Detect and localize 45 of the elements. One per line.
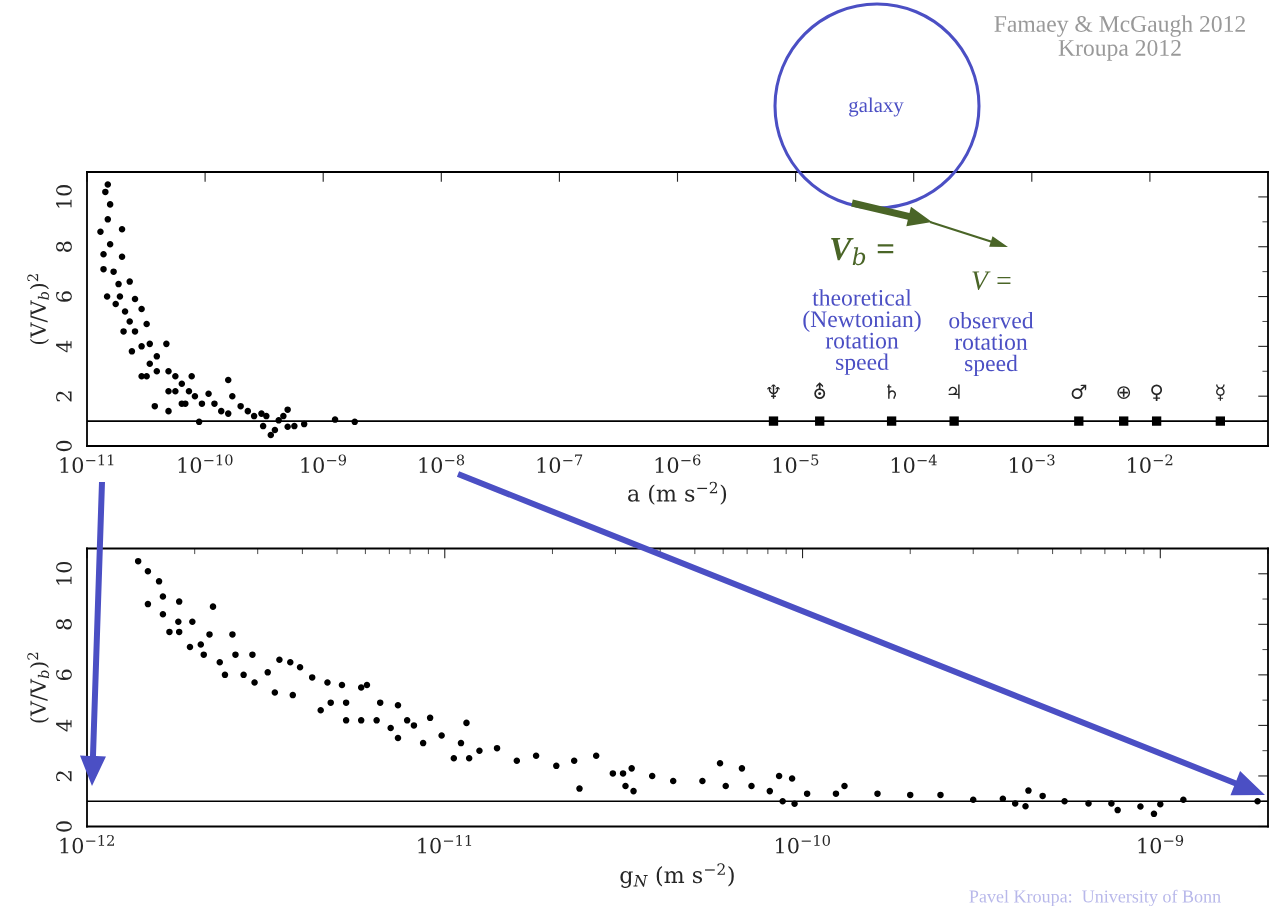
text: Famaey & McGaugh 2012 Kroupa 2012	[994, 15, 1245, 61]
x-tick-label: 10$^{−6}$	[655, 454, 701, 474]
x-tick-label: 10$^{−9}$	[301, 454, 347, 474]
x-tick-label: 10$^{−8}$	[419, 454, 465, 474]
x-tick-label: 10$^{−11}$	[418, 834, 472, 854]
x-tick-label: 10$^{−12}$	[60, 834, 114, 854]
annotation: theoretical (Newtonian) rotation speed	[803, 289, 921, 375]
y-tick-label: 6	[56, 291, 72, 302]
annotation: ♃	[948, 384, 960, 399]
annotation: ⛢	[814, 382, 826, 399]
x-tick-label: 10$^{−4}$	[891, 454, 937, 474]
x-tick-label: 10$^{−3}$	[1009, 454, 1055, 474]
y-tick-label: 10	[56, 561, 72, 585]
x-axis-title: g$_{N}$ (m s$^{−2}$)	[620, 863, 734, 888]
y-tick-label: 10	[56, 185, 72, 208]
y-tick-label: 0	[56, 821, 72, 832]
y-tick-label: 4	[56, 719, 72, 732]
x-tick-label: 10$^{−10}$	[776, 834, 830, 854]
x-axis-title: a (m s$^{−2}$)	[628, 481, 727, 505]
y-tick-label: 0	[56, 440, 72, 452]
y-tick-label: 8	[56, 619, 72, 630]
annotation: ☿	[1216, 384, 1225, 401]
text: galaxy	[849, 97, 904, 117]
y-axis-title: (V/V$_{b}$)$^{2}$	[27, 274, 50, 345]
y-tick-label: 4	[56, 340, 72, 353]
x-tick-label: 10$^{−11}$	[60, 454, 114, 474]
annotation: V$_{b}$ =	[831, 238, 894, 266]
x-tick-label: 10$^{−5}$	[773, 454, 819, 474]
x-tick-label: 10$^{−7}$	[537, 454, 583, 474]
annotation: observed rotation speed	[949, 311, 1034, 377]
y-axis-title: (V/V$_{b}$)$^{2}$	[27, 652, 50, 723]
x-tick-label: 10$^{−9}$	[1138, 834, 1184, 854]
y-tick-label: 8	[56, 241, 72, 252]
y-tick-label: 2	[56, 771, 72, 782]
annotation: ♄	[887, 384, 897, 399]
y-tick-label: 6	[56, 669, 72, 681]
annotation: ⊕	[1117, 386, 1131, 399]
annotation: ♀	[1151, 384, 1163, 402]
x-tick-label: 10$^{−10}$	[178, 454, 233, 474]
annotation: ♂	[1071, 384, 1087, 399]
x-tick-label: 10$^{−2}$	[1128, 454, 1173, 474]
annotation: V =	[972, 271, 1011, 291]
annotation: ♆	[767, 384, 780, 399]
text: Pavel Kroupa: University of Bonn	[969, 889, 1221, 906]
y-tick-label: 2	[56, 391, 72, 402]
